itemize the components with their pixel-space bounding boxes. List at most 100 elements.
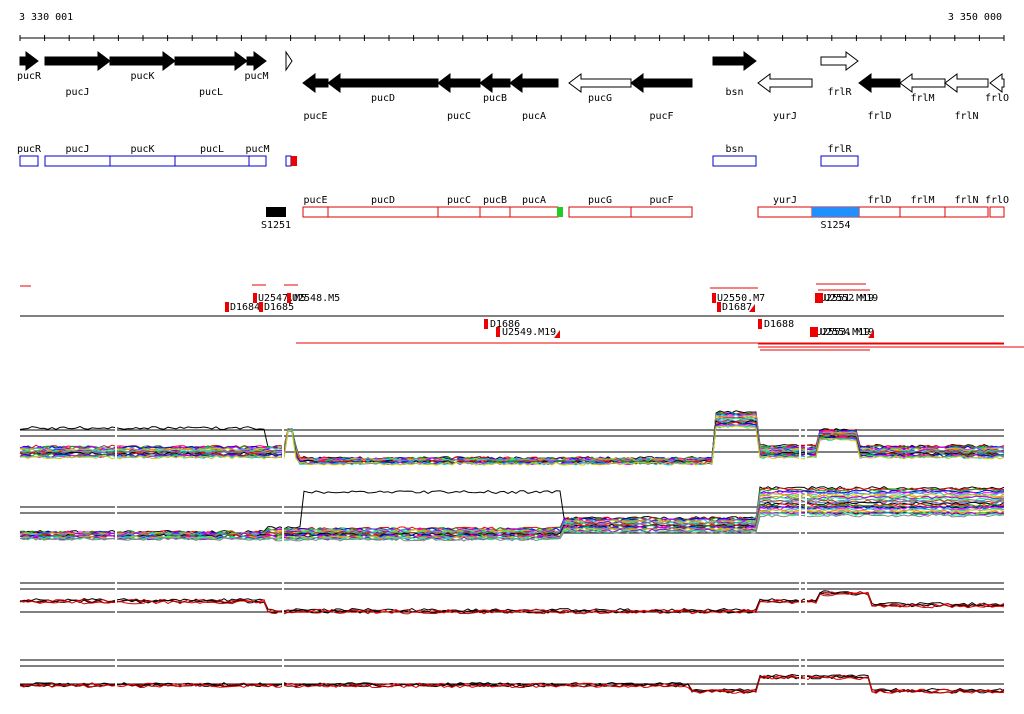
profile-panel-1-series <box>19 425 1005 466</box>
forward-unit-label-pucL: pucL <box>200 144 224 155</box>
start-coordinate: 3 330 001 <box>19 12 74 23</box>
gene-arrow-pucC <box>437 73 481 93</box>
gene-label-pucR: pucR <box>17 71 42 82</box>
reverse-unit-pucD <box>327 206 439 218</box>
reverse-unit-pucA <box>509 206 559 218</box>
segment-S1251 <box>266 207 286 217</box>
segment-track: S1251 S1254 <box>261 207 859 231</box>
forward-unit-label-bsn: bsn <box>725 144 743 155</box>
gene-arrow-pucG <box>568 73 632 93</box>
feature-label-U2553.M19: U2553.M19 <box>816 327 870 338</box>
profile-panel-2-series <box>19 501 1005 538</box>
reverse-unit-frlN <box>944 206 989 218</box>
feature-label-D1688: D1688 <box>764 319 794 330</box>
profile-panel-2-series <box>19 513 1005 542</box>
gene-arrow-frlM <box>899 73 946 93</box>
gene-arrow-frlD <box>858 73 901 93</box>
feature-mark-U2550.M7 <box>712 293 716 303</box>
feature-label-D1684: D1684 <box>230 302 260 313</box>
forward-unit-label-pucM: pucM <box>245 144 269 155</box>
gene-label-frlR: frlR <box>827 87 852 98</box>
segment-S1254 <box>812 207 859 217</box>
profile-panel-2-series <box>19 512 1005 542</box>
gene-label-pucC: pucC <box>447 111 471 122</box>
reverse-unit-label-pucB: pucB <box>483 195 507 206</box>
feature-mark-D1688 <box>758 319 762 329</box>
gene-arrow-pucB <box>479 73 511 93</box>
forward-unit-pucJ <box>44 155 111 167</box>
forward-unit-pucM <box>248 155 267 167</box>
forward-unit-label-pucJ: pucJ <box>65 144 89 155</box>
forward-transcription-units: pucR pucJ pucK pucL pucM bsn frlR <box>17 144 859 167</box>
expression-profiles <box>19 410 1005 702</box>
gene-arrow-pucD <box>327 73 439 93</box>
reverse-unit-label-pucG: pucG <box>588 195 612 206</box>
gene-label-pucA: pucA <box>522 111 546 122</box>
gene-arrow-pucR <box>19 51 39 71</box>
gene-arrow-pucL <box>174 51 248 71</box>
feature-triangle <box>749 304 755 312</box>
reverse-unit-label-pucD: pucD <box>371 195 395 206</box>
gene-arrow-pucK <box>109 51 176 71</box>
end-coordinate: 3 350 000 <box>947 12 1002 23</box>
reverse-unit-frlM <box>899 206 946 218</box>
forward-unit-label-frlR: frlR <box>827 144 852 155</box>
feature-mark-D1686 <box>484 319 488 329</box>
gene-arrow-unnamed <box>285 50 293 72</box>
gene-label-pucF: pucF <box>649 111 673 122</box>
feature-mark-U2551.M19 <box>815 293 819 303</box>
forward-unit-pucL <box>174 155 250 167</box>
gene-label-pucK: pucK <box>130 71 154 82</box>
gene-track: pucR pucJ pucK pucL pucM pucE pucD pucC pucB pucA… <box>17 50 1009 122</box>
gene-arrow-frlN <box>944 73 989 93</box>
reverse-transcription-units: pucE pucD pucC pucB pucA pucG pucF yurJ frlD frlM… <box>302 195 1009 218</box>
gene-label-pucG: pucG <box>588 93 612 104</box>
feature-mark-D1687 <box>717 302 721 312</box>
feature-label-U2548.M5: U2548.M5 <box>292 293 340 304</box>
reverse-unit-label-frlD: frlD <box>867 195 891 206</box>
coordinate-ruler <box>19 35 1005 41</box>
feature-mark-U2553.M19 <box>810 327 814 337</box>
feature-triangle <box>868 330 874 338</box>
gene-arrow-yurJ <box>757 73 813 93</box>
feature-label-U2554.M19: U2554.M19 <box>820 327 874 338</box>
reverse-unit-frlD <box>858 206 901 218</box>
gene-label-pucJ: pucJ <box>65 87 89 98</box>
gene-label-pucB: pucB <box>483 93 507 104</box>
gene-arrow-pucA <box>509 73 559 93</box>
forward-unit-pucK <box>109 155 176 167</box>
reverse-unit-label-yurJ: yurJ <box>773 195 797 206</box>
gene-label-frlN: frlN <box>954 111 978 122</box>
reverse-unit-frlO <box>989 206 1005 218</box>
profile-panel-3-series <box>19 592 1005 615</box>
feature-label-U2552.M19: U2552.M19 <box>824 293 878 304</box>
gene-arrow-pucJ <box>44 51 111 71</box>
gene-label-frlO: frlO <box>985 93 1009 104</box>
reverse-unit-pucG <box>568 206 632 218</box>
feature-label-U2547.M5: U2547.M5 <box>258 293 306 304</box>
gene-label-yurJ: yurJ <box>773 111 797 122</box>
reverse-unit-label-frlO: frlO <box>985 195 1009 206</box>
reverse-unit-label-pucA: pucA <box>522 195 546 206</box>
gene-arrow-bsn <box>712 51 757 71</box>
gene-arrow-frlO <box>989 73 1005 93</box>
feature-mark-U2554.M19 <box>814 327 818 337</box>
gene-label-pucE: pucE <box>303 111 327 122</box>
profile-panel-2-series <box>20 494 1005 537</box>
gene-label-pucD: pucD <box>371 93 395 104</box>
forward-unit-pucR <box>19 155 39 167</box>
green-marker <box>557 207 563 217</box>
forward-unit-label-pucR: pucR <box>17 144 42 155</box>
reverse-unit-label-pucF: pucF <box>649 195 673 206</box>
feature-triangle <box>554 330 560 338</box>
forward-unit-label-pucK: pucK <box>130 144 154 155</box>
feature-mark-D1685 <box>259 302 263 312</box>
reverse-unit-label-pucC: pucC <box>447 195 471 206</box>
feature-mark-U2548.M5 <box>287 293 291 303</box>
small-forward-unit <box>285 155 292 167</box>
reverse-unit-label-frlM: frlM <box>910 195 934 206</box>
feature-mark-U2549.M19 <box>496 327 500 337</box>
